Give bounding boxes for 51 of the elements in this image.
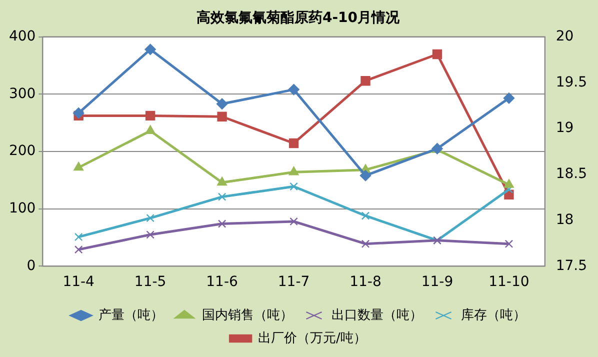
point: [74, 162, 84, 171]
x-tick-label: 11-4: [62, 274, 95, 290]
point: [290, 217, 298, 226]
point: [288, 138, 299, 148]
y2-tick-label: 18.5: [556, 166, 587, 182]
y2-tick-label: 19: [556, 120, 574, 136]
point: [145, 125, 156, 134]
x-tick-label: 11-9: [421, 274, 454, 290]
legend-label: 国内销售（吨）: [202, 308, 293, 323]
point: [146, 214, 154, 222]
point: [288, 166, 299, 176]
x-tick-label: 11-7: [278, 274, 310, 290]
legend-label: 出口数量（吨）: [332, 308, 422, 323]
y-tick-label: 300: [8, 86, 36, 102]
legend-label: 库存（吨）: [461, 308, 526, 323]
point: [74, 245, 83, 254]
x-tick-label: 11-5: [134, 274, 166, 290]
point: [361, 240, 370, 248]
x-tick-label: 11-8: [350, 274, 382, 290]
point: [217, 176, 227, 186]
y2-tick-label: 19.5: [556, 74, 587, 90]
y-tick-label: 400: [8, 28, 36, 44]
chart-title: 高效氯氟氰菊酯原药4-10月情况: [196, 9, 401, 26]
point: [504, 240, 514, 248]
legend-label: 出厂价（万元/吨）: [258, 330, 366, 346]
point: [360, 170, 372, 182]
point: [503, 92, 515, 104]
point: [145, 110, 156, 121]
x-tick-label: 11-10: [488, 274, 530, 290]
point: [290, 182, 298, 191]
point: [360, 76, 370, 86]
point: [217, 112, 227, 122]
point: [72, 107, 84, 119]
point: [74, 232, 83, 242]
point: [146, 230, 154, 239]
point: [144, 44, 156, 56]
legend-label: 产量（吨）: [98, 308, 164, 323]
y2-tick-label: 18: [556, 212, 574, 228]
point: [218, 192, 226, 201]
point: [432, 49, 442, 60]
point: [361, 212, 370, 220]
y-tick-label: 200: [8, 143, 36, 160]
point: [504, 179, 514, 188]
y-tick-label: 100: [8, 200, 36, 216]
y2-tick-label: 17.5: [556, 258, 587, 274]
point: [288, 84, 300, 96]
point: [218, 220, 226, 228]
x-tick-label: 11-6: [206, 274, 238, 290]
y2-tick-label: 20: [556, 28, 574, 44]
y-tick-label: 0: [26, 258, 36, 274]
point: [216, 98, 228, 110]
